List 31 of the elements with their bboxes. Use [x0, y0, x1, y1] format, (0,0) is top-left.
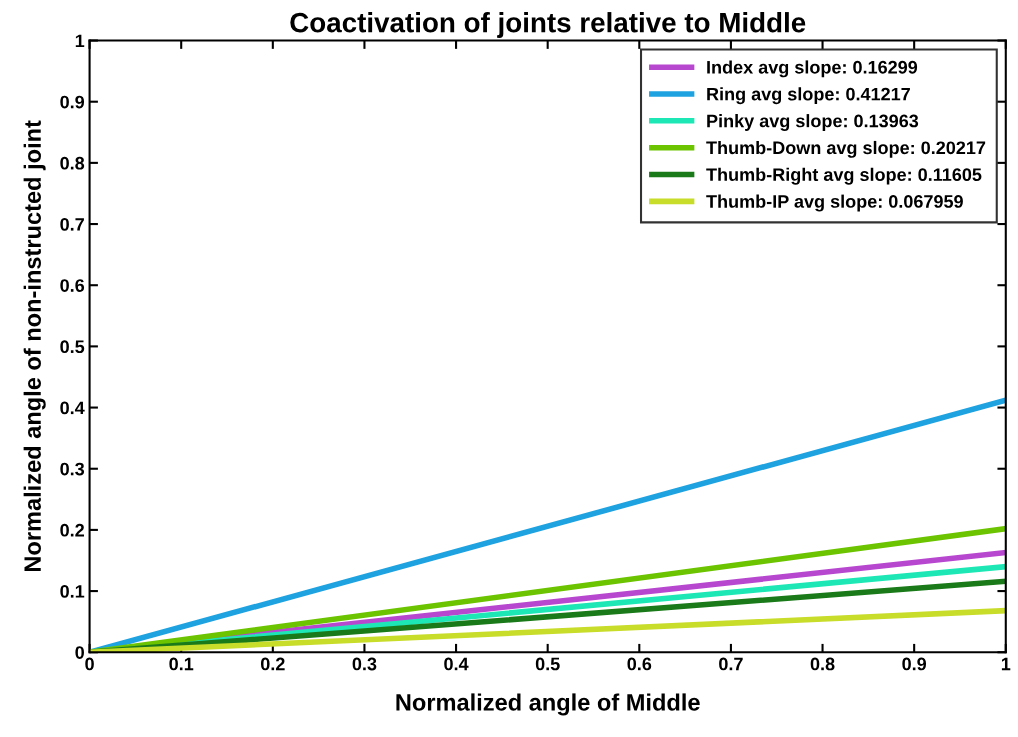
y-tick-label: 0.6	[60, 279, 85, 292]
y-tick-label: 0.3	[60, 462, 85, 476]
legend-label: Pinky avg slope: 0.13963	[707, 114, 919, 131]
y-tick-label: 0.5	[60, 340, 85, 354]
legend-label: Thumb-Down avg slope: 0.20217	[706, 140, 986, 158]
x-tick-label: 0.6	[627, 657, 652, 671]
x-tick-label: 0.2	[260, 657, 285, 671]
x-tick-label: 0.4	[444, 657, 469, 671]
x-tick-label: 0.1	[169, 657, 194, 671]
y-tick-label: 0.2	[60, 523, 84, 537]
y-tick-label: 0.9	[60, 95, 85, 109]
x-tick-label: 0.3	[352, 657, 377, 671]
x-tick-label: 0.8	[810, 657, 835, 671]
y-tick-label: 0.8	[60, 156, 85, 170]
x-axis-title: Normalized angle of Middle	[396, 693, 700, 716]
x-tick-label: 1	[1001, 657, 1011, 671]
chart-title: Coactivation of joints relative to Middle	[290, 12, 806, 38]
legend-label: Thumb-Right avg slope: 0.11605	[706, 167, 982, 185]
y-axis-title: Normalized angle of non-instructed joint	[23, 120, 46, 572]
y-tick-label: 0.7	[60, 217, 84, 231]
y-tick-label: 0.4	[60, 401, 85, 415]
x-tick-label: 0.9	[902, 657, 927, 671]
y-tick-label: 0.1	[60, 585, 85, 598]
y-tick-label: 1	[75, 34, 85, 48]
legend-label: Index avg slope: 0.16299	[707, 60, 918, 78]
y-tick-label: 0	[75, 646, 84, 659]
x-tick-label: 0.5	[535, 657, 560, 671]
legend-label: Thumb-IP avg slope: 0.067959	[706, 194, 963, 212]
x-tick-label: 0.7	[719, 657, 743, 671]
legend-label: Ring avg slope: 0.41217	[707, 87, 910, 105]
x-tick-label: 0	[85, 657, 94, 671]
